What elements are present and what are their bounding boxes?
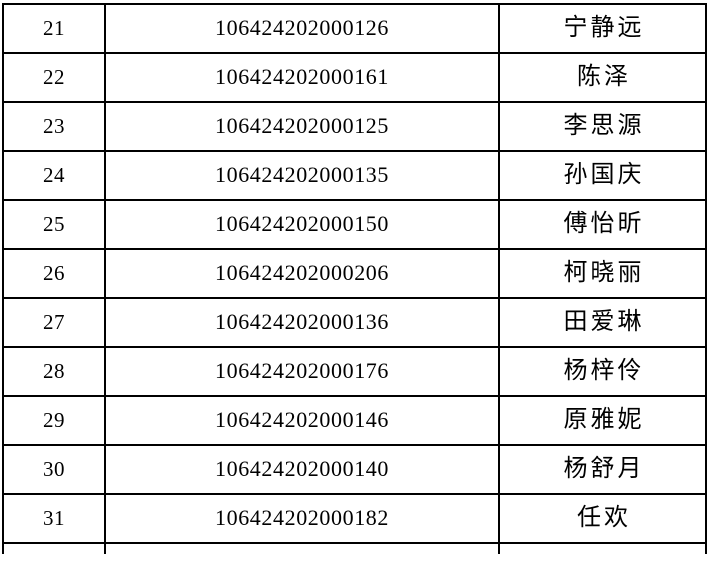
table-row: 31 106424202000182 任欢	[2, 493, 707, 544]
row-name-cell: 孙国庆	[498, 150, 707, 201]
row-id-number-cell: 106424202000206	[104, 248, 500, 299]
row-name-cell: 田爱琳	[498, 297, 707, 348]
row-serial-cell: 31	[2, 493, 106, 544]
row-id-number-cell: 106424202000135	[104, 150, 500, 201]
row-id-number-cell: 106424202000182	[104, 493, 500, 544]
row-id-number-cell: 106424202000125	[104, 101, 500, 152]
row-id-number-cell: 106424202000146	[104, 395, 500, 446]
table-row: 25 106424202000150 傅怡昕	[2, 199, 707, 250]
table-row: 23 106424202000125 李思源	[2, 101, 707, 152]
roster-table-container: 21 106424202000126 宁静远 22 106424202000161 陈泽 2…	[2, 3, 707, 554]
row-name-cell: 陈泽	[498, 52, 707, 103]
row-name-cell: 杨舒月	[498, 444, 707, 495]
table-row-partial	[2, 542, 707, 554]
table-row: 22 106424202000161 陈泽	[2, 52, 707, 103]
row-id-number-cell: 106424202000150	[104, 199, 500, 250]
row-serial-cell: 28	[2, 346, 106, 397]
row-name-cell	[498, 542, 707, 554]
row-id-number-cell: 106424202000126	[104, 3, 500, 54]
row-name-cell: 柯晓丽	[498, 248, 707, 299]
row-id-number-cell: 106424202000176	[104, 346, 500, 397]
roster-table-body: 21 106424202000126 宁静远 22 106424202000161 陈泽 2…	[2, 3, 707, 554]
table-row: 24 106424202000135 孙国庆	[2, 150, 707, 201]
table-row: 27 106424202000136 田爱琳	[2, 297, 707, 348]
row-name-cell: 宁静远	[498, 3, 707, 54]
row-serial-cell: 22	[2, 52, 106, 103]
row-serial-cell: 24	[2, 150, 106, 201]
row-name-cell: 任欢	[498, 493, 707, 544]
row-name-cell: 李思源	[498, 101, 707, 152]
table-row: 28 106424202000176 杨梓伶	[2, 346, 707, 397]
row-name-cell: 原雅妮	[498, 395, 707, 446]
table-row: 26 106424202000206 柯晓丽	[2, 248, 707, 299]
table-row: 30 106424202000140 杨舒月	[2, 444, 707, 495]
row-name-cell: 杨梓伶	[498, 346, 707, 397]
row-serial-cell: 21	[2, 3, 106, 54]
row-serial-cell: 25	[2, 199, 106, 250]
row-serial-cell: 26	[2, 248, 106, 299]
row-serial-cell: 30	[2, 444, 106, 495]
row-id-number-cell: 106424202000136	[104, 297, 500, 348]
row-serial-cell: 27	[2, 297, 106, 348]
row-serial-cell: 23	[2, 101, 106, 152]
roster-table: 21 106424202000126 宁静远 22 106424202000161 陈泽 2…	[2, 3, 707, 554]
table-row: 29 106424202000146 原雅妮	[2, 395, 707, 446]
row-id-number-cell: 106424202000161	[104, 52, 500, 103]
row-serial-cell	[2, 542, 106, 554]
row-serial-cell: 29	[2, 395, 106, 446]
row-name-cell: 傅怡昕	[498, 199, 707, 250]
row-id-number-cell: 106424202000140	[104, 444, 500, 495]
row-id-number-cell	[104, 542, 500, 554]
table-row: 21 106424202000126 宁静远	[2, 3, 707, 54]
